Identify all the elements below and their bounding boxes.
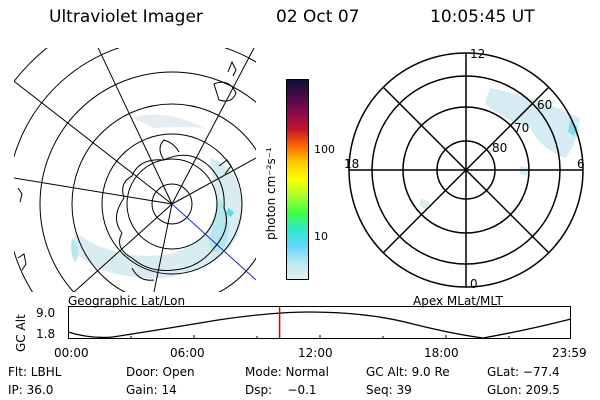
altitude-xtick-1800: 18:00 xyxy=(424,346,459,360)
altitude-xtick-1200: 12:00 xyxy=(298,346,333,360)
geographic-map-panel xyxy=(14,48,256,292)
gain-info: Gain: 14 xyxy=(126,383,177,397)
altitude-xtick-0600: 06:00 xyxy=(170,346,205,360)
geo-panel-label: Geographic Lat/Lon xyxy=(68,294,186,308)
altitude-xtick-0000: 00:00 xyxy=(54,346,89,360)
door-info: Door: Open xyxy=(126,365,195,379)
altitude-ytick-high: 9.0 xyxy=(36,306,56,320)
filter-info: Flt: LBHL xyxy=(8,365,62,379)
mlt-label-6: 6 xyxy=(577,157,585,171)
mlat-label-70: 70 xyxy=(514,121,530,135)
dsp-info: Dsp: −0.1 xyxy=(245,383,317,397)
colorbar-tick-10: 10 xyxy=(314,230,328,243)
mlat-label-80: 80 xyxy=(492,141,508,155)
altitude-ylabel: GC Alt xyxy=(14,314,28,352)
colorbar xyxy=(286,79,309,280)
uv-emission-area xyxy=(71,114,243,279)
glat-info: GLat: −77.4 xyxy=(487,365,560,379)
header-time: 10:05:45 UT xyxy=(430,7,535,27)
mlat-label-60: 60 xyxy=(537,98,553,112)
seq-info: Seq: 39 xyxy=(366,383,412,397)
colorbar-unit-label: photon cm⁻²s⁻¹ xyxy=(264,147,278,240)
app-title: Ultraviolet Imager xyxy=(49,7,203,27)
mlt-label-12: 12 xyxy=(470,47,486,61)
altitude-ytick-low: 1.8 xyxy=(36,327,56,341)
header-date: 02 Oct 07 xyxy=(276,7,360,27)
mlt-label-0: 0 xyxy=(470,277,478,291)
altitude-xtick-2359: 23:59 xyxy=(552,346,587,360)
uv-emission-area xyxy=(485,88,580,158)
mlt-label-18: 18 xyxy=(344,157,360,171)
altitude-timeline-plot xyxy=(68,306,572,339)
apex-polar-plot xyxy=(348,52,584,288)
mode-info: Mode: Normal xyxy=(245,365,329,379)
gc-alt-info: GC Alt: 9.0 Re xyxy=(366,365,450,379)
colorbar-tick-100: 100 xyxy=(314,143,335,156)
apex-panel-label: Apex MLat/MLT xyxy=(413,294,503,308)
glon-info: GLon: 209.5 xyxy=(487,383,560,397)
ip-info: IP: 36.0 xyxy=(8,383,54,397)
